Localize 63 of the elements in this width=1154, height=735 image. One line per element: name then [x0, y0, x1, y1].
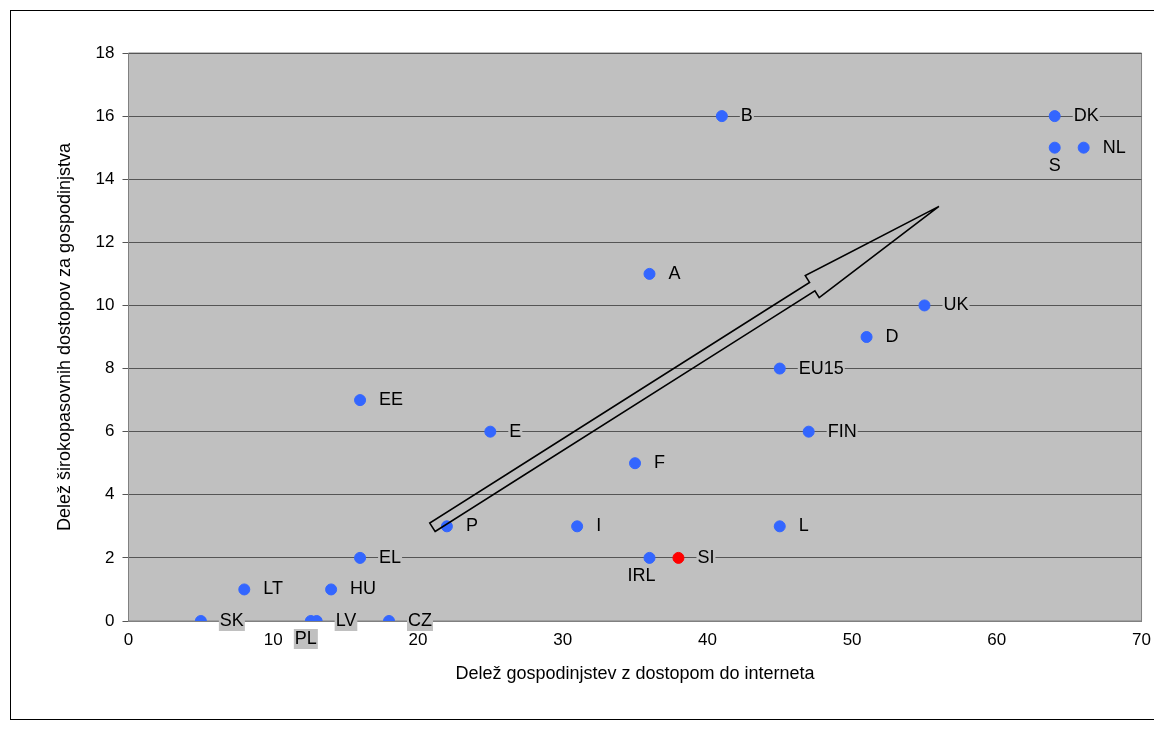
point [571, 520, 584, 533]
point [629, 457, 642, 470]
x-tick-label: 20 [408, 629, 428, 649]
y-tick-label: 16 [95, 105, 115, 125]
y-tick-label: 14 [95, 168, 115, 188]
y-axis-title: Delež širokopasovnih dostopov za gospodinjstva [53, 141, 74, 532]
x-tick-label: 30 [553, 629, 573, 649]
x-tick-label: 60 [987, 629, 1007, 649]
y-tick-label: 10 [95, 295, 115, 315]
x-tick-label: 0 [123, 629, 134, 649]
point [484, 425, 497, 438]
x-tick-label: 50 [842, 629, 862, 649]
x-tick-label: 10 [263, 629, 283, 649]
point [325, 583, 338, 596]
annotation: F [654, 452, 666, 473]
annotation: EU15 [798, 357, 844, 378]
annotation: DK [1073, 105, 1099, 126]
annotation: UK [943, 294, 969, 315]
point [643, 267, 656, 280]
point [238, 583, 251, 596]
annotation: PL [294, 627, 317, 648]
annotation: HU [350, 578, 377, 599]
annotation: SI [697, 546, 715, 567]
annotation: EE [379, 389, 404, 410]
y-tick-label: 18 [95, 42, 115, 62]
y-tick-label: 0 [105, 610, 115, 630]
annotation: E [509, 420, 522, 441]
point [672, 551, 685, 564]
annotation: D [885, 325, 899, 346]
point [1077, 141, 1090, 154]
y-tick-label: 4 [105, 484, 115, 504]
annotation: LV [335, 609, 357, 630]
y-tick-label: 6 [105, 421, 115, 441]
x-tick-label: 40 [697, 629, 717, 649]
point [1048, 110, 1061, 123]
x-axis-title: Delež gospodinjstev z dostopom do interneta [455, 663, 816, 684]
point [802, 425, 815, 438]
point [643, 551, 656, 564]
annotation: P [465, 515, 478, 536]
y-tick-label: 8 [105, 358, 115, 378]
annotation: SK [219, 609, 244, 630]
point [773, 362, 786, 375]
annotation: EL [379, 546, 402, 567]
annotation: A [668, 262, 681, 283]
annotation: I [596, 515, 602, 536]
point [1048, 141, 1061, 154]
point [354, 394, 367, 407]
point [715, 110, 728, 123]
x-tick-label: 70 [1132, 629, 1152, 649]
y-tick-label: 12 [95, 232, 115, 252]
annotation: L [798, 515, 809, 536]
annotation: IRL [627, 564, 656, 585]
annotation: NL [1102, 136, 1126, 157]
annotation: CZ [408, 609, 432, 630]
y-tick-label: 2 [105, 547, 115, 567]
point [773, 520, 786, 533]
annotation: FIN [827, 420, 857, 441]
annotation: S [1048, 154, 1061, 175]
point [918, 299, 931, 312]
point [860, 331, 873, 343]
point [354, 551, 367, 564]
annotation: B [740, 105, 753, 126]
annotation: LT [263, 578, 283, 599]
